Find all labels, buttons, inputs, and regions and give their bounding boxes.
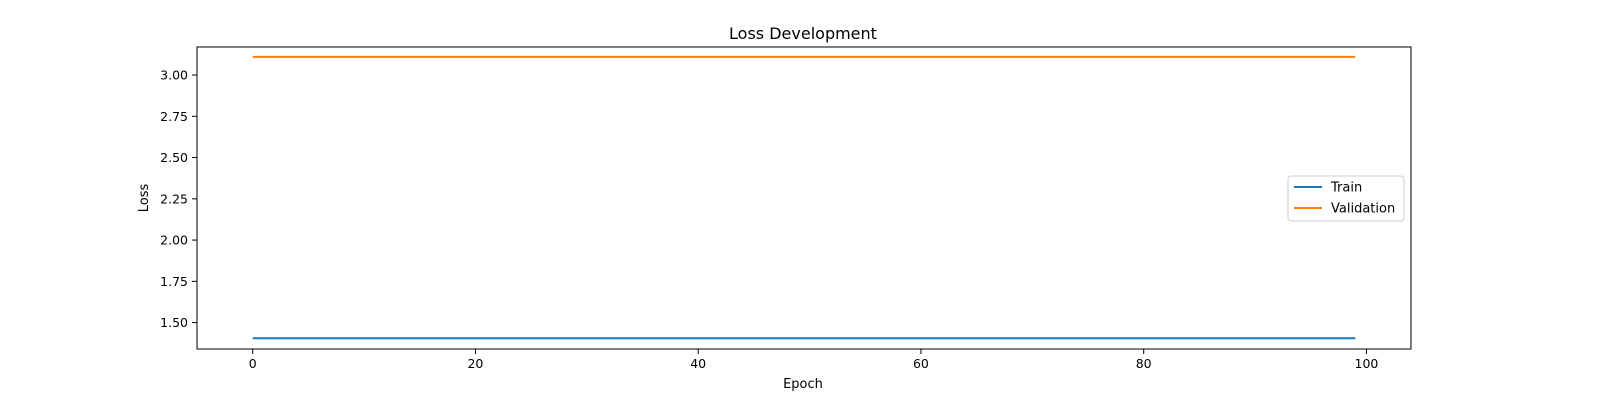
y-tick-label: 1.75 [160,274,188,289]
legend: Train Validation [1287,175,1405,222]
legend-label-train: Train [1330,181,1362,196]
x-axis-label: Epoch [783,377,823,392]
y-tick-label: 2.75 [160,109,188,124]
x-tick-label: 20 [467,356,483,371]
x-tick-label: 60 [913,356,929,371]
y-tick-label: 2.25 [160,191,188,206]
x-tick-label: 0 [249,356,257,371]
y-axis-ticks: 1.50 1.75 2.00 2.25 2.50 2.75 3.00 [160,68,197,330]
y-tick-label: 2.00 [160,233,188,248]
y-axis-label: Loss [137,184,152,213]
y-tick-label: 1.50 [160,315,188,330]
y-tick-label: 3.00 [160,68,188,83]
chart-title: Loss Development [729,24,877,43]
y-tick-label: 2.50 [160,150,188,165]
plot-frame [196,46,1412,350]
x-tick-label: 100 [1355,356,1379,371]
x-tick-label: 40 [690,356,706,371]
x-axis-ticks: 0 20 40 60 80 100 [249,349,1379,371]
x-tick-label: 80 [1136,356,1152,371]
series-layer [252,55,1356,340]
legend-label-validation: Validation [1331,202,1395,217]
